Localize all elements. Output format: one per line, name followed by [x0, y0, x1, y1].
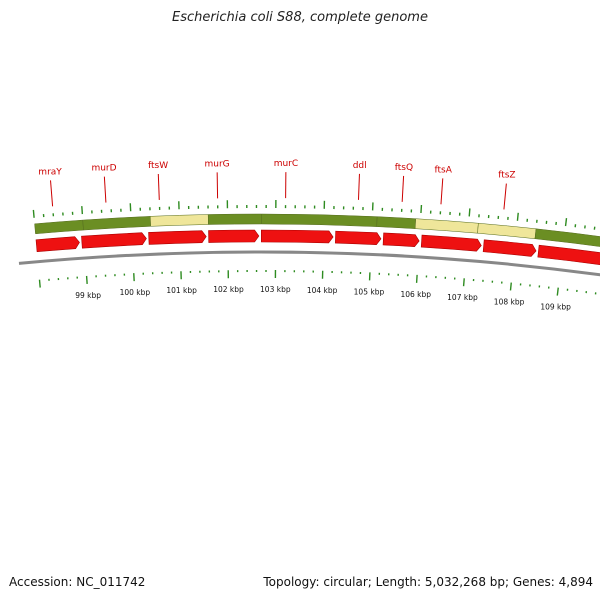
- scale-label: 108 kbp: [494, 297, 525, 306]
- gene-band: [34, 219, 84, 235]
- cds-arrow: [537, 244, 600, 266]
- scale-label: 106 kbp: [400, 290, 431, 299]
- cds-arrow: [335, 230, 382, 245]
- gene-label: ftsQ: [395, 163, 413, 173]
- scale-label: 103 kbp: [260, 285, 291, 294]
- gene-band: [82, 216, 151, 231]
- gene-band: [376, 216, 417, 229]
- cds-arrow: [81, 232, 147, 249]
- gene-label: ddl: [353, 161, 367, 171]
- cds-arrow: [148, 230, 207, 245]
- outer-tick: [81, 206, 84, 215]
- scale-label: 107 kbp: [447, 293, 478, 302]
- map-title: Escherichia coli S88, complete genome: [172, 10, 428, 25]
- gene-label-leader: [357, 173, 360, 200]
- genome-summary-label: Topology: circular; Length: 5,032,268 bp…: [263, 575, 593, 589]
- scale-tick: [556, 287, 559, 296]
- cds-arrow: [260, 229, 334, 244]
- scale-tick: [38, 279, 41, 288]
- gene-label-leader: [157, 173, 160, 200]
- gene-label: murG: [204, 159, 229, 169]
- scale-label: 104 kbp: [307, 286, 338, 295]
- gene-band: [414, 218, 479, 234]
- cds-arrow: [420, 234, 482, 252]
- scale-label: 100 kbp: [120, 288, 151, 297]
- outer-tick: [32, 209, 35, 218]
- cds-arrow: [382, 232, 420, 247]
- gene-label-leader: [103, 176, 107, 203]
- scale-label: 105 kbp: [354, 287, 385, 296]
- gene-band: [207, 213, 262, 225]
- cds-arrow: [35, 236, 80, 253]
- gene-label-leader: [401, 175, 405, 202]
- scale-tick: [85, 275, 88, 284]
- cds-arrow: [208, 229, 260, 243]
- outer-tick: [468, 208, 471, 217]
- scale-label: 99 kbp: [75, 291, 101, 300]
- scale-label: 101 kbp: [166, 286, 197, 295]
- cds-arrow: [482, 239, 537, 257]
- gene-label-leader: [503, 183, 507, 210]
- accession-label: Accession: NC_011742: [9, 575, 146, 589]
- gene-label: murD: [91, 164, 116, 174]
- gene-label: ftsZ: [498, 171, 515, 181]
- gene-label: ftsA: [434, 165, 452, 175]
- outer-tick: [516, 212, 519, 221]
- scale-label: 109 kbp: [540, 302, 571, 311]
- gene-band: [477, 222, 537, 239]
- gene-label: murC: [274, 159, 298, 169]
- gene-label: mraY: [38, 167, 62, 177]
- gene-label: ftsW: [148, 161, 168, 171]
- gene-band: [534, 228, 600, 247]
- outer-tick: [564, 218, 568, 227]
- scale-tick: [462, 278, 465, 287]
- gene-band: [261, 213, 378, 227]
- genome-backbone: [18, 250, 600, 277]
- gene-band: [150, 214, 209, 227]
- gene-label-leader: [440, 178, 444, 205]
- gene-label-leader: [50, 180, 54, 207]
- scale-label: 102 kbp: [213, 285, 244, 294]
- scale-tick: [509, 282, 512, 291]
